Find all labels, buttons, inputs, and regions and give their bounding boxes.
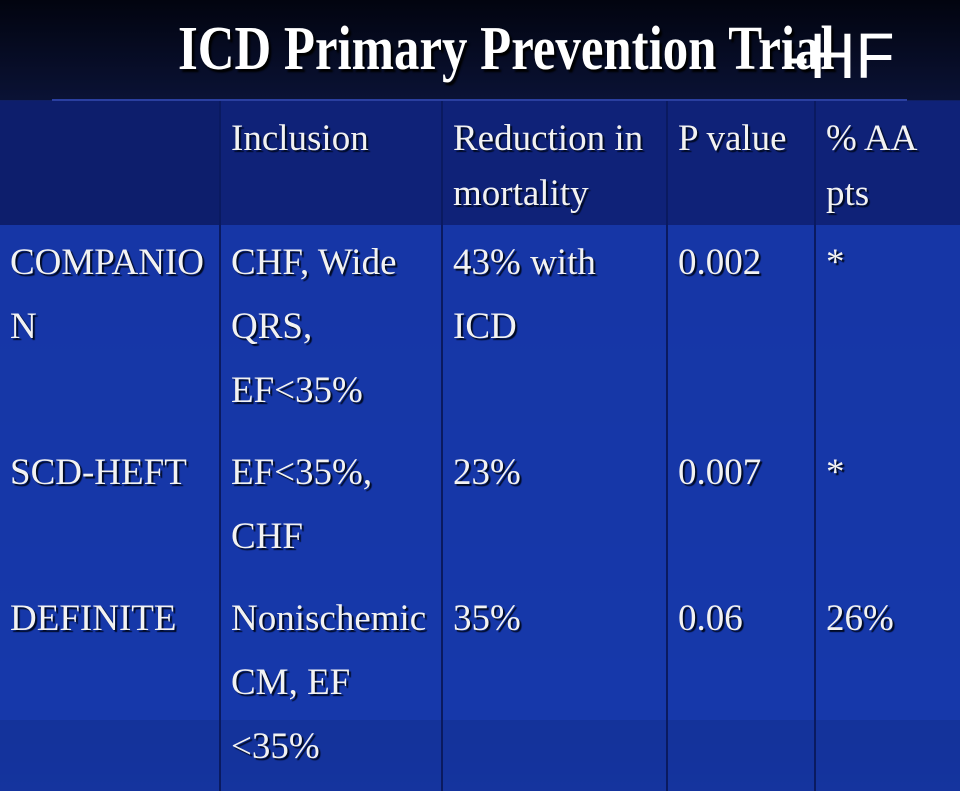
header-cell: P value [666,101,815,225]
table-cell: 35% [441,581,667,791]
table-cell: 43% with ICD [441,225,667,435]
header-cell [0,101,220,225]
table-cell: 23% [441,435,667,581]
header-cell: Inclusion [219,101,442,225]
table-cell: Nonischemic CM, EF <35% [219,581,442,791]
table-row: SCD-HEFT EF<35%, CHF 23% 0.007 * [0,435,960,581]
table-row: DEFINITE Nonischemic CM, EF <35% 35% 0.06 26… [0,581,960,791]
table-cell: 0.007 [666,435,815,581]
table-cell: 0.06 [666,581,815,791]
title: ICD Primary Prevention Trial [178,15,835,83]
table-cell: SCD-HEFT [0,435,220,581]
table-cell: EF<35%, CHF [219,435,442,581]
table-cell: 26% [814,581,960,791]
table-cell: COMPANION [0,225,220,435]
table-cell: * [814,435,960,581]
title-suffix: -HF [788,20,895,92]
table-cell: * [814,225,960,435]
header-cell: % AA pts [814,101,960,225]
table-row: COMPANION CHF, Wide QRS, EF<35% 43% with I… [0,225,960,435]
header-cell: Reduction in mortality [441,101,667,225]
table-cell: 0.002 [666,225,815,435]
table-cell: DEFINITE [0,581,220,791]
table: Inclusion Reduction in mortality P value% … [0,101,960,791]
title-bar: ICD Primary Prevention Trial -HF [0,0,960,100]
table-row: Inclusion Reduction in mortality P value% … [0,101,960,225]
title-rule [52,99,907,101]
table-cell: CHF, Wide QRS, EF<35% [219,225,442,435]
